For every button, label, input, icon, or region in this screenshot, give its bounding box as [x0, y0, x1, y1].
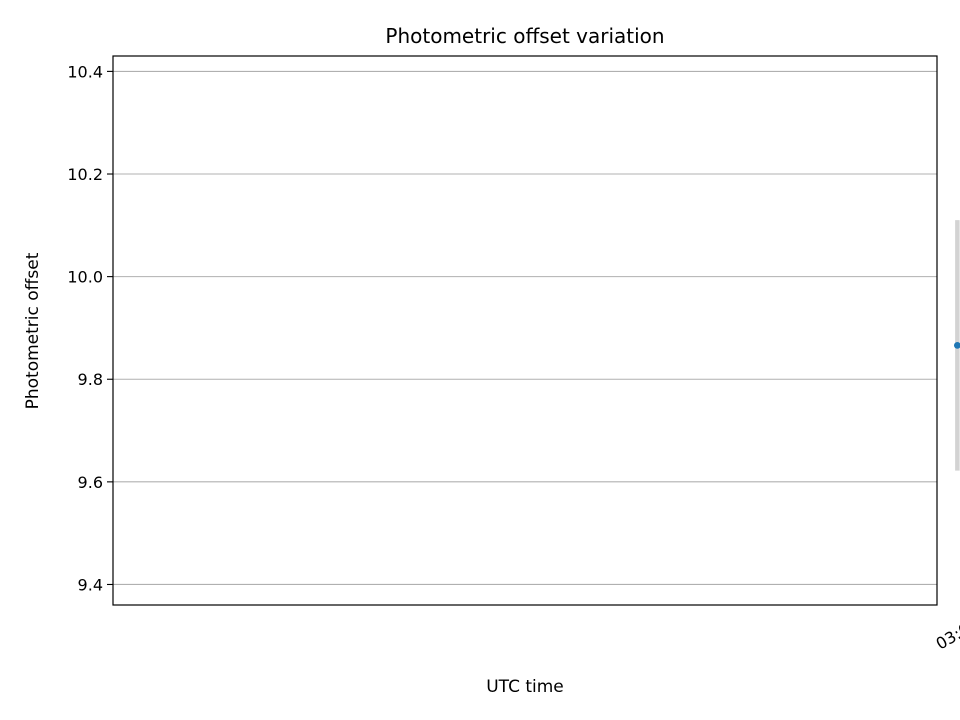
- data-points: [953, 341, 960, 349]
- y-axis-label: Photometric offset: [23, 252, 43, 409]
- y-tick-label: 10.2: [67, 165, 103, 184]
- y-axis-ticks: 9.4 9.6 9.8 10.0 10.2 10.4: [67, 62, 113, 594]
- grid: [113, 70, 937, 586]
- plot-area-frame: [112, 55, 938, 606]
- y-tick-label: 9.6: [78, 473, 103, 492]
- y-tick-label: 10.0: [67, 268, 103, 287]
- data-point: [953, 341, 960, 349]
- y-tick-label: 10.4: [67, 62, 103, 81]
- chart-title: Photometric offset variation: [385, 24, 664, 48]
- y-tick-label: 9.4: [78, 575, 103, 594]
- y-tick-label: 9.8: [78, 370, 103, 389]
- x-axis-label: UTC time: [486, 677, 564, 697]
